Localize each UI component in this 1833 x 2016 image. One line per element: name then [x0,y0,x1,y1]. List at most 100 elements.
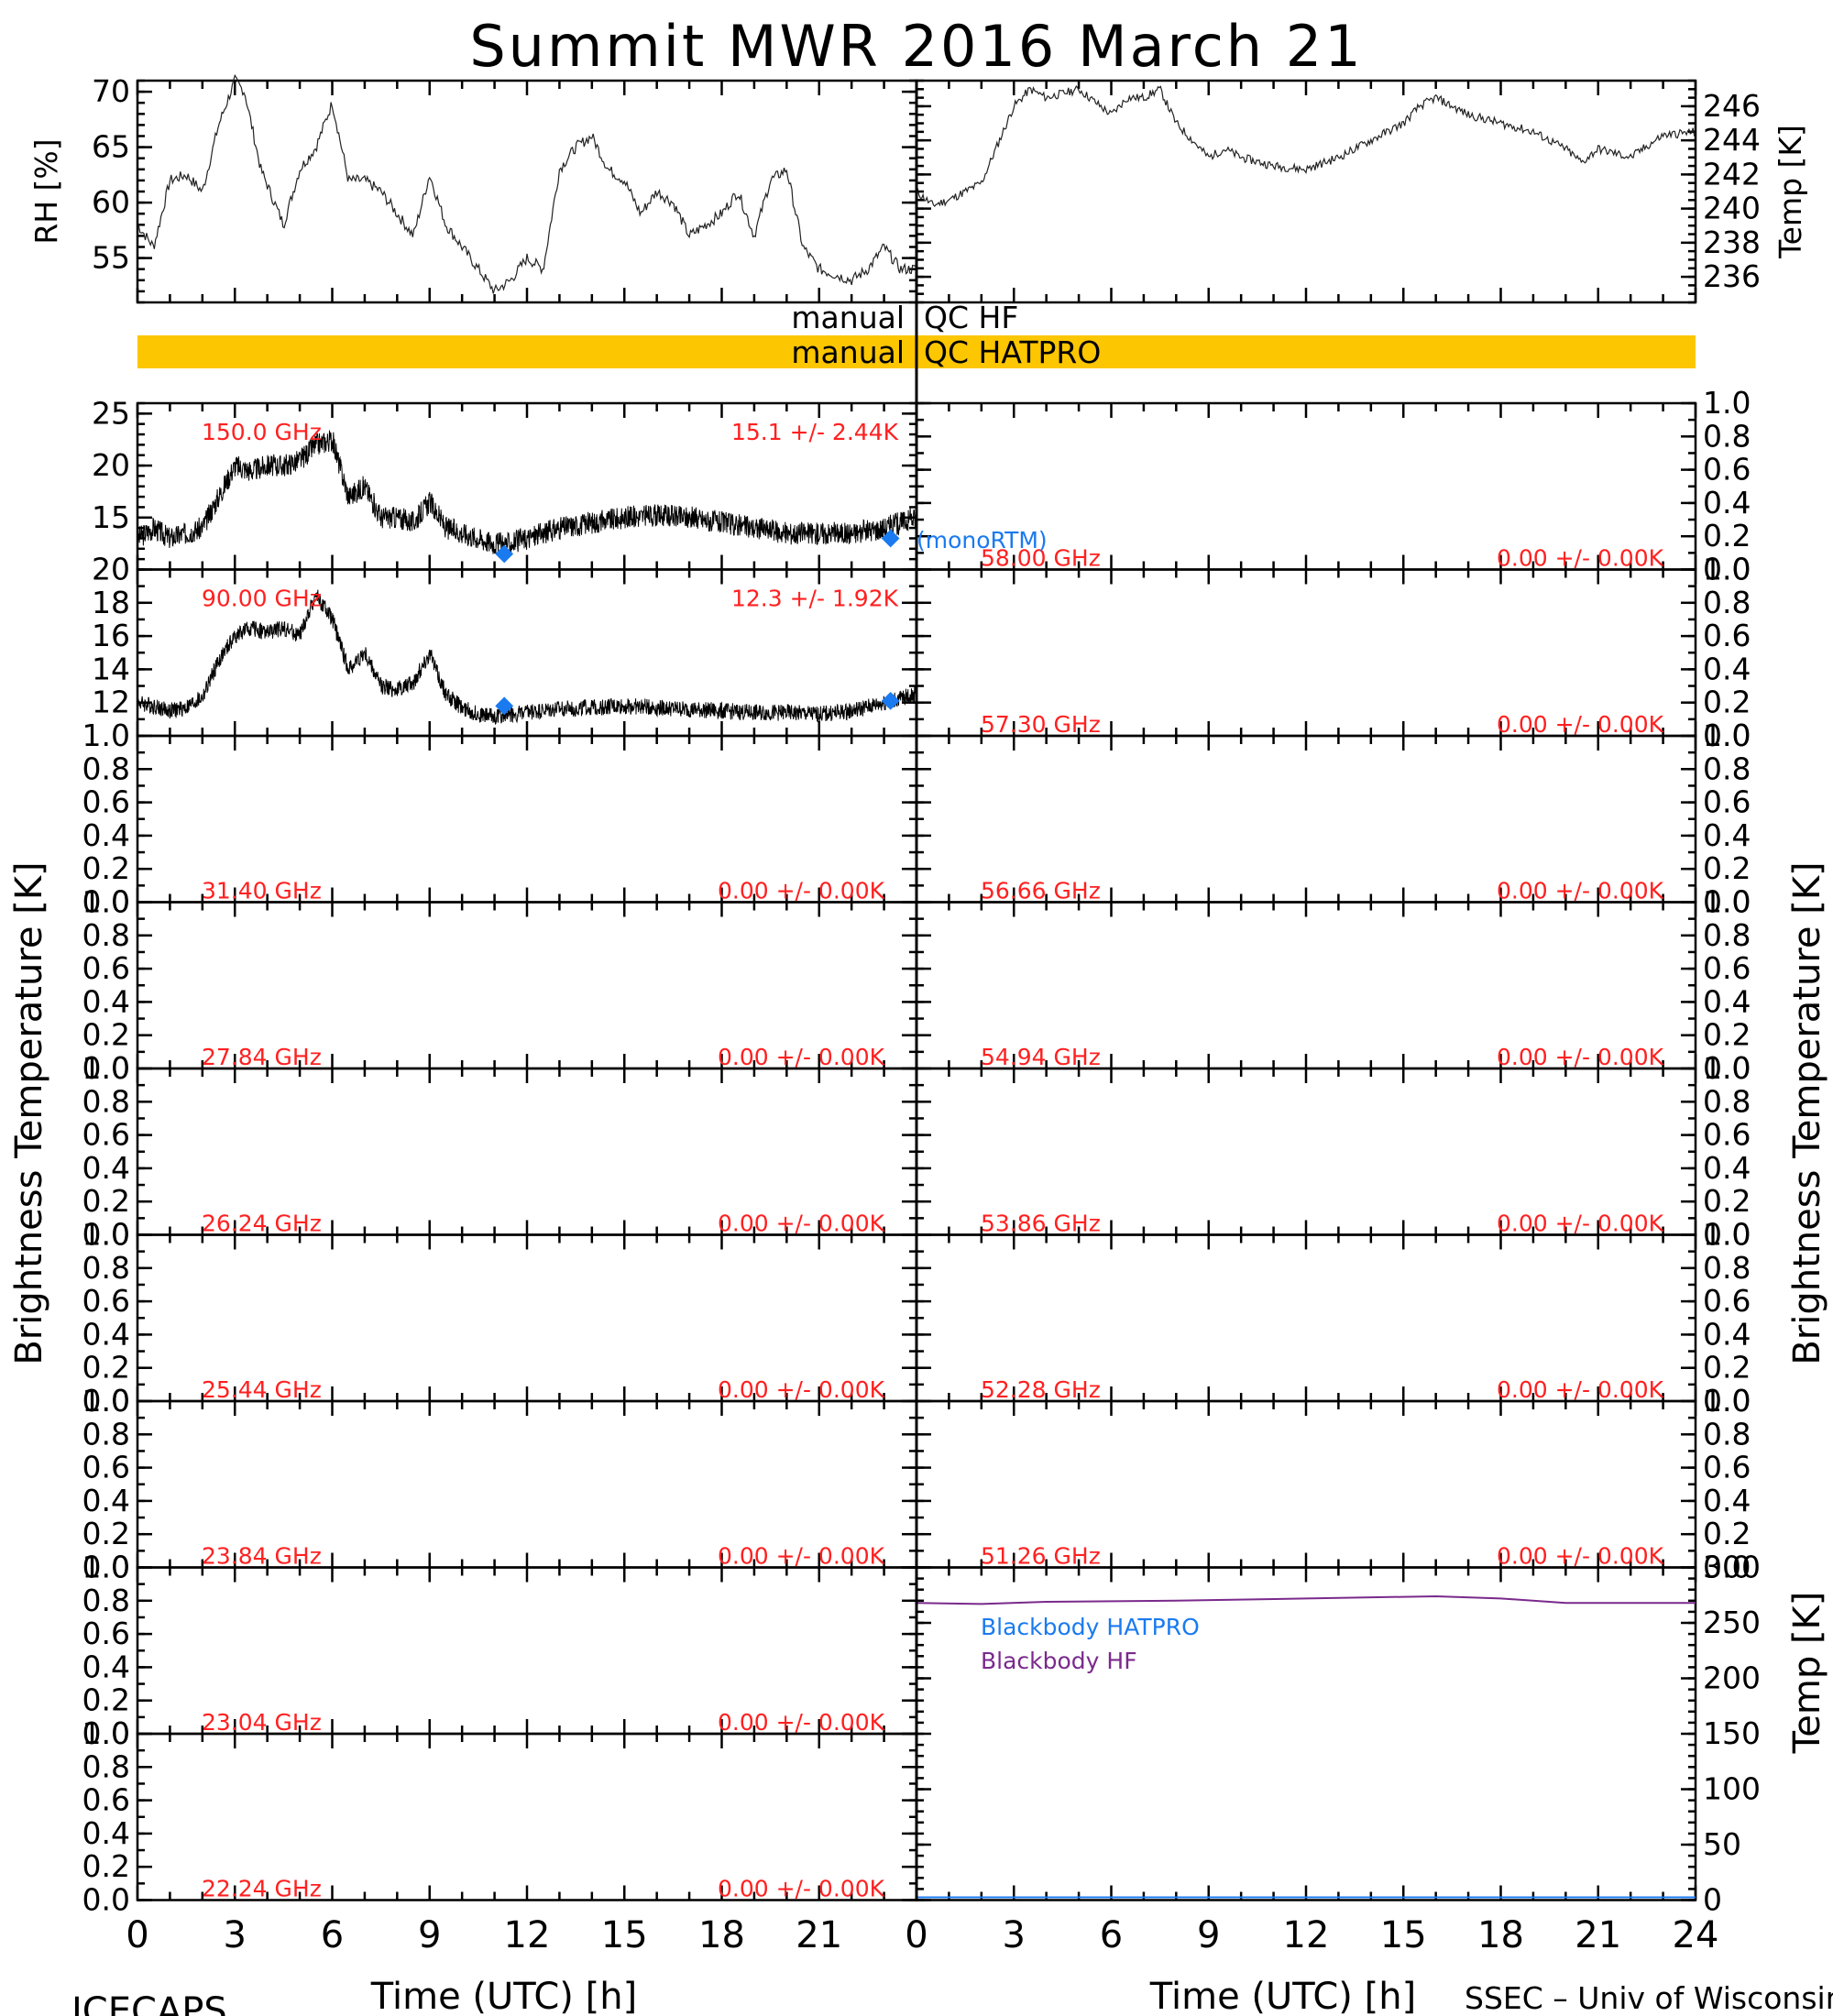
bb-panel-ytick-label: 300 [1703,1550,1761,1585]
left-panel-7-ytick-label: 0.6 [82,1616,130,1651]
right-panel-6-freq-label: 51.26 GHz [981,1543,1101,1570]
left-panel-3-ytick-label: 0.0 [82,1050,130,1086]
temp-panel-ytick-label: 238 [1703,225,1761,260]
x-tick-label-left: 18 [698,1914,745,1956]
right-panel-3-stat-label: 0.00 +/- 0.00K [1497,1044,1664,1070]
right-panel-1-ytick-label: 0.0 [1703,718,1751,753]
left-panel-3-ytick-label: 0.8 [82,917,130,953]
temp-panel-ytick-label: 236 [1703,258,1761,294]
right-panel-5-ytick-label: 1.0 [1703,1217,1751,1253]
right-panel-1-ytick-label: 0.6 [1703,618,1751,653]
left-panel-3-stat-label: 0.00 +/- 0.00K [718,1044,885,1070]
qc-hatpro-name: QC HATPRO [924,334,1101,370]
left-panel-0-ytick-label: 25 [92,395,130,431]
x-tick-label-right: 12 [1283,1914,1330,1956]
right-panel-4-freq-label: 53.86 GHz [981,1211,1101,1237]
footer-left: ICECAPS [71,1990,227,2016]
left-panel-5-ytick-label: 0.8 [82,1250,130,1286]
right-panel-0-ytick-label: 0.0 [1703,552,1751,587]
left-panel-4-ytick-label: 0.6 [82,1117,130,1153]
right-panel-0-ytick-label: 0.6 [1703,452,1751,488]
temp-series-line [916,85,1696,208]
x-tick-label-right: 3 [1003,1914,1026,1956]
left-panel-0-ytick-label: 15 [92,499,130,535]
left-panel-3-ytick-label: 1.0 [82,884,130,920]
left-panel-6-ytick-label: 0.0 [82,1550,130,1585]
legend-bb-hatpro: Blackbody HATPRO [981,1614,1200,1640]
right-panel-2-freq-label: 56.66 GHz [981,878,1101,904]
right-panel-6-ytick-label: 0.2 [1703,1516,1751,1551]
right-panel-5-freq-label: 52.28 GHz [981,1376,1101,1403]
left-panel-1-model-marker [881,691,900,710]
temp-panel-ytick-label: 246 [1703,88,1761,124]
temp-panel-ytick-label: 240 [1703,191,1761,226]
x-tick-label-right: 18 [1477,1914,1524,1956]
right-panel-1-ytick-label: 0.2 [1703,685,1751,720]
left-panel-6-ytick-label: 0.6 [82,1450,130,1485]
bb-panel-ytick-label: 250 [1703,1605,1761,1640]
left-panel-7-ytick-label: 1.0 [82,1550,130,1585]
right-panel-3-freq-label: 54.94 GHz [981,1044,1101,1070]
right-panel-2-stat-label: 0.00 +/- 0.00K [1497,878,1664,904]
qc-hatpro-label: manual [791,334,905,370]
right-panel-3-ytick-label: 0.0 [1703,1050,1751,1086]
right-panel-6-ytick-label: 0.6 [1703,1450,1751,1485]
bb-panel-ytick-label: 0 [1703,1882,1722,1918]
left-panel-8-ytick-label: 0.6 [82,1782,130,1818]
right-panel-6-ytick-label: 0.4 [1703,1483,1751,1518]
right-panel-4-stat-label: 0.00 +/- 0.00K [1497,1211,1664,1237]
rh-panel-ytick-label: 70 [92,73,130,109]
left-panel-0-ytick-label: 20 [92,447,130,483]
y-label-left: Brightness Temperature [K] [8,861,50,1364]
bb-panel-ytick-label: 150 [1703,1715,1761,1751]
x-tick-label-right: 24 [1673,1914,1719,1956]
qc-hf-name: QC HF [924,300,1018,335]
left-panel-8-stat-label: 0.00 +/- 0.00K [718,1876,885,1902]
left-panel-4-ytick-label: 0.0 [82,1217,130,1253]
right-panel-1-ytick-label: 1.0 [1703,552,1751,587]
left-panel-5-ytick-label: 0.6 [82,1283,130,1319]
legend-monortm: (monoRTM) [916,527,1048,553]
left-panel-0-stat-label: 15.1 +/- 2.44K [731,419,899,445]
right-panel-0-ytick-label: 0.2 [1703,518,1751,553]
bb-panel-ytick-label: 200 [1703,1660,1761,1696]
left-panel-3-ytick-label: 0.6 [82,950,130,986]
x-label-right: Time (UTC) [h] [1149,1976,1416,2016]
left-panel-5-stat-label: 0.00 +/- 0.00K [718,1376,885,1403]
right-panel-2-ytick-label: 0.8 [1703,751,1751,786]
left-panel-5-ytick-label: 0.2 [82,1350,130,1386]
left-panel-7-ytick-label: 0.8 [82,1583,130,1618]
right-panel-5-ytick-label: 0.4 [1703,1316,1751,1352]
left-panel-5-freq-label: 25.44 GHz [202,1376,322,1403]
left-panel-4-stat-label: 0.00 +/- 0.00K [718,1211,885,1237]
left-panel-2-ytick-label: 0.8 [82,751,130,786]
x-tick-label-right: 15 [1380,1914,1427,1956]
left-panel-6-ytick-label: 0.8 [82,1416,130,1452]
left-panel-7-freq-label: 23.04 GHz [202,1709,322,1736]
right-panel-2-ytick-label: 1.0 [1703,718,1751,753]
rh-series-line [137,73,917,294]
temp-panel-ytick-label: 242 [1703,156,1761,192]
chart-title: Summit MWR 2016 March 21 [469,13,1363,80]
rh-panel-frame [136,79,918,304]
left-panel-2-stat-label: 0.00 +/- 0.00K [718,878,885,904]
left-panel-6-ytick-label: 0.4 [82,1483,130,1518]
x-tick-label-left: 15 [601,1914,648,1956]
left-panel-8-freq-label: 22.24 GHz [202,1876,322,1902]
right-panel-5-stat-label: 0.00 +/- 0.00K [1497,1376,1664,1403]
right-panel-3-ytick-label: 0.8 [1703,917,1751,953]
qc-hf-label: manual [791,300,905,335]
footer-right: SSEC – Univ of Wisconsin [1465,1980,1833,2016]
right-panel-3-ytick-label: 0.6 [1703,950,1751,986]
right-panel-4-ytick-label: 0.8 [1703,1083,1751,1119]
x-label-left: Time (UTC) [h] [370,1976,637,2016]
left-panel-0-freq-label: 150.0 GHz [202,419,322,445]
left-panel-4-ytick-label: 0.8 [82,1083,130,1119]
left-panel-1-ytick-label: 12 [92,685,130,720]
right-panel-1-stat-label: 0.00 +/- 0.00K [1497,711,1664,738]
bb-ylabel: Temp [K] [1786,1592,1828,1755]
right-panel-4-ytick-label: 0.4 [1703,1150,1751,1186]
left-panel-5-ytick-label: 0.4 [82,1316,130,1352]
left-panel-0-model-marker [495,544,514,564]
